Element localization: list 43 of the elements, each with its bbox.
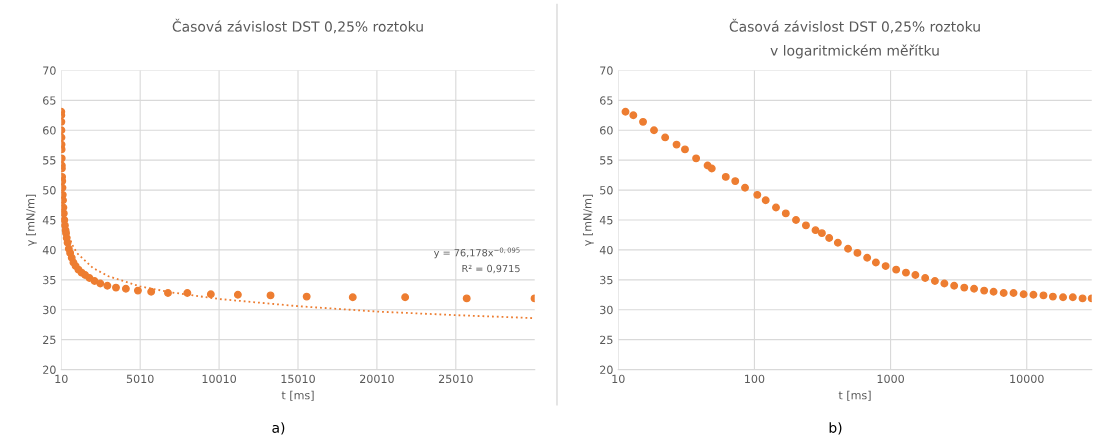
y-tick-label: 65 [600,96,613,105]
y-tick-label: 40 [599,245,613,255]
y-tick-label: 55 [600,156,613,165]
x-tick-label: 5010 [126,374,154,384]
y-axis-title: γ [mN/m] [582,194,594,247]
y-tick-label: 20 [43,365,56,374]
y-tick-label: 60 [43,126,56,135]
y-axis-title: γ [mN/m] [25,194,37,247]
y-tick-label: 35 [600,275,613,285]
x-tick-label: 100 [745,374,765,384]
annotation: R² = 0,9715 [462,264,520,274]
y-tick-label: 30 [600,305,613,315]
x-tick-label: 10010 [202,374,237,384]
y-tick-label: 50 [43,186,56,195]
y-tick-label: 45 [599,216,613,225]
y-tick-label: 40 [42,245,56,255]
y-tick-label: 65 [43,96,56,105]
x-tick-label: 1000 [877,374,904,384]
y-tick-label: 60 [600,126,613,135]
x-tick-label: 10000 [1010,374,1044,384]
y-tick-label: 30 [43,305,56,315]
x-axis-title: t [ms] [838,390,871,401]
y-tick-label: 20 [600,365,613,374]
chart-title: Časová závislost DST 0,25% roztoku [172,18,423,34]
y-tick-label: 70 [43,66,56,75]
text: b) [829,422,842,435]
x-tick-label: 25010 [438,374,473,384]
chart-subtitle: v logaritmickém měřítku [770,44,939,59]
y-tick-label: 35 [43,275,56,285]
y-tick-label: 25 [600,335,613,345]
x-tick-label: 15010 [281,374,315,384]
annotation: y = 76,178x$^{−0,095}$ [433,247,520,259]
y-tick-label: 25 [43,335,56,345]
x-axis-title: t [ms] [281,390,314,401]
y-tick-label: 55 [43,156,56,165]
x-tick-label: 10 [55,374,68,384]
text: a) [272,422,285,435]
y-tick-label: 70 [600,66,613,75]
y-tick-label: 50 [600,186,613,195]
x-tick-label: 10 [612,374,625,384]
x-tick-label: 20010 [360,374,394,384]
chart-title: Časová závislost DST 0,25% roztoku [729,18,980,34]
y-tick-label: 45 [42,216,56,225]
